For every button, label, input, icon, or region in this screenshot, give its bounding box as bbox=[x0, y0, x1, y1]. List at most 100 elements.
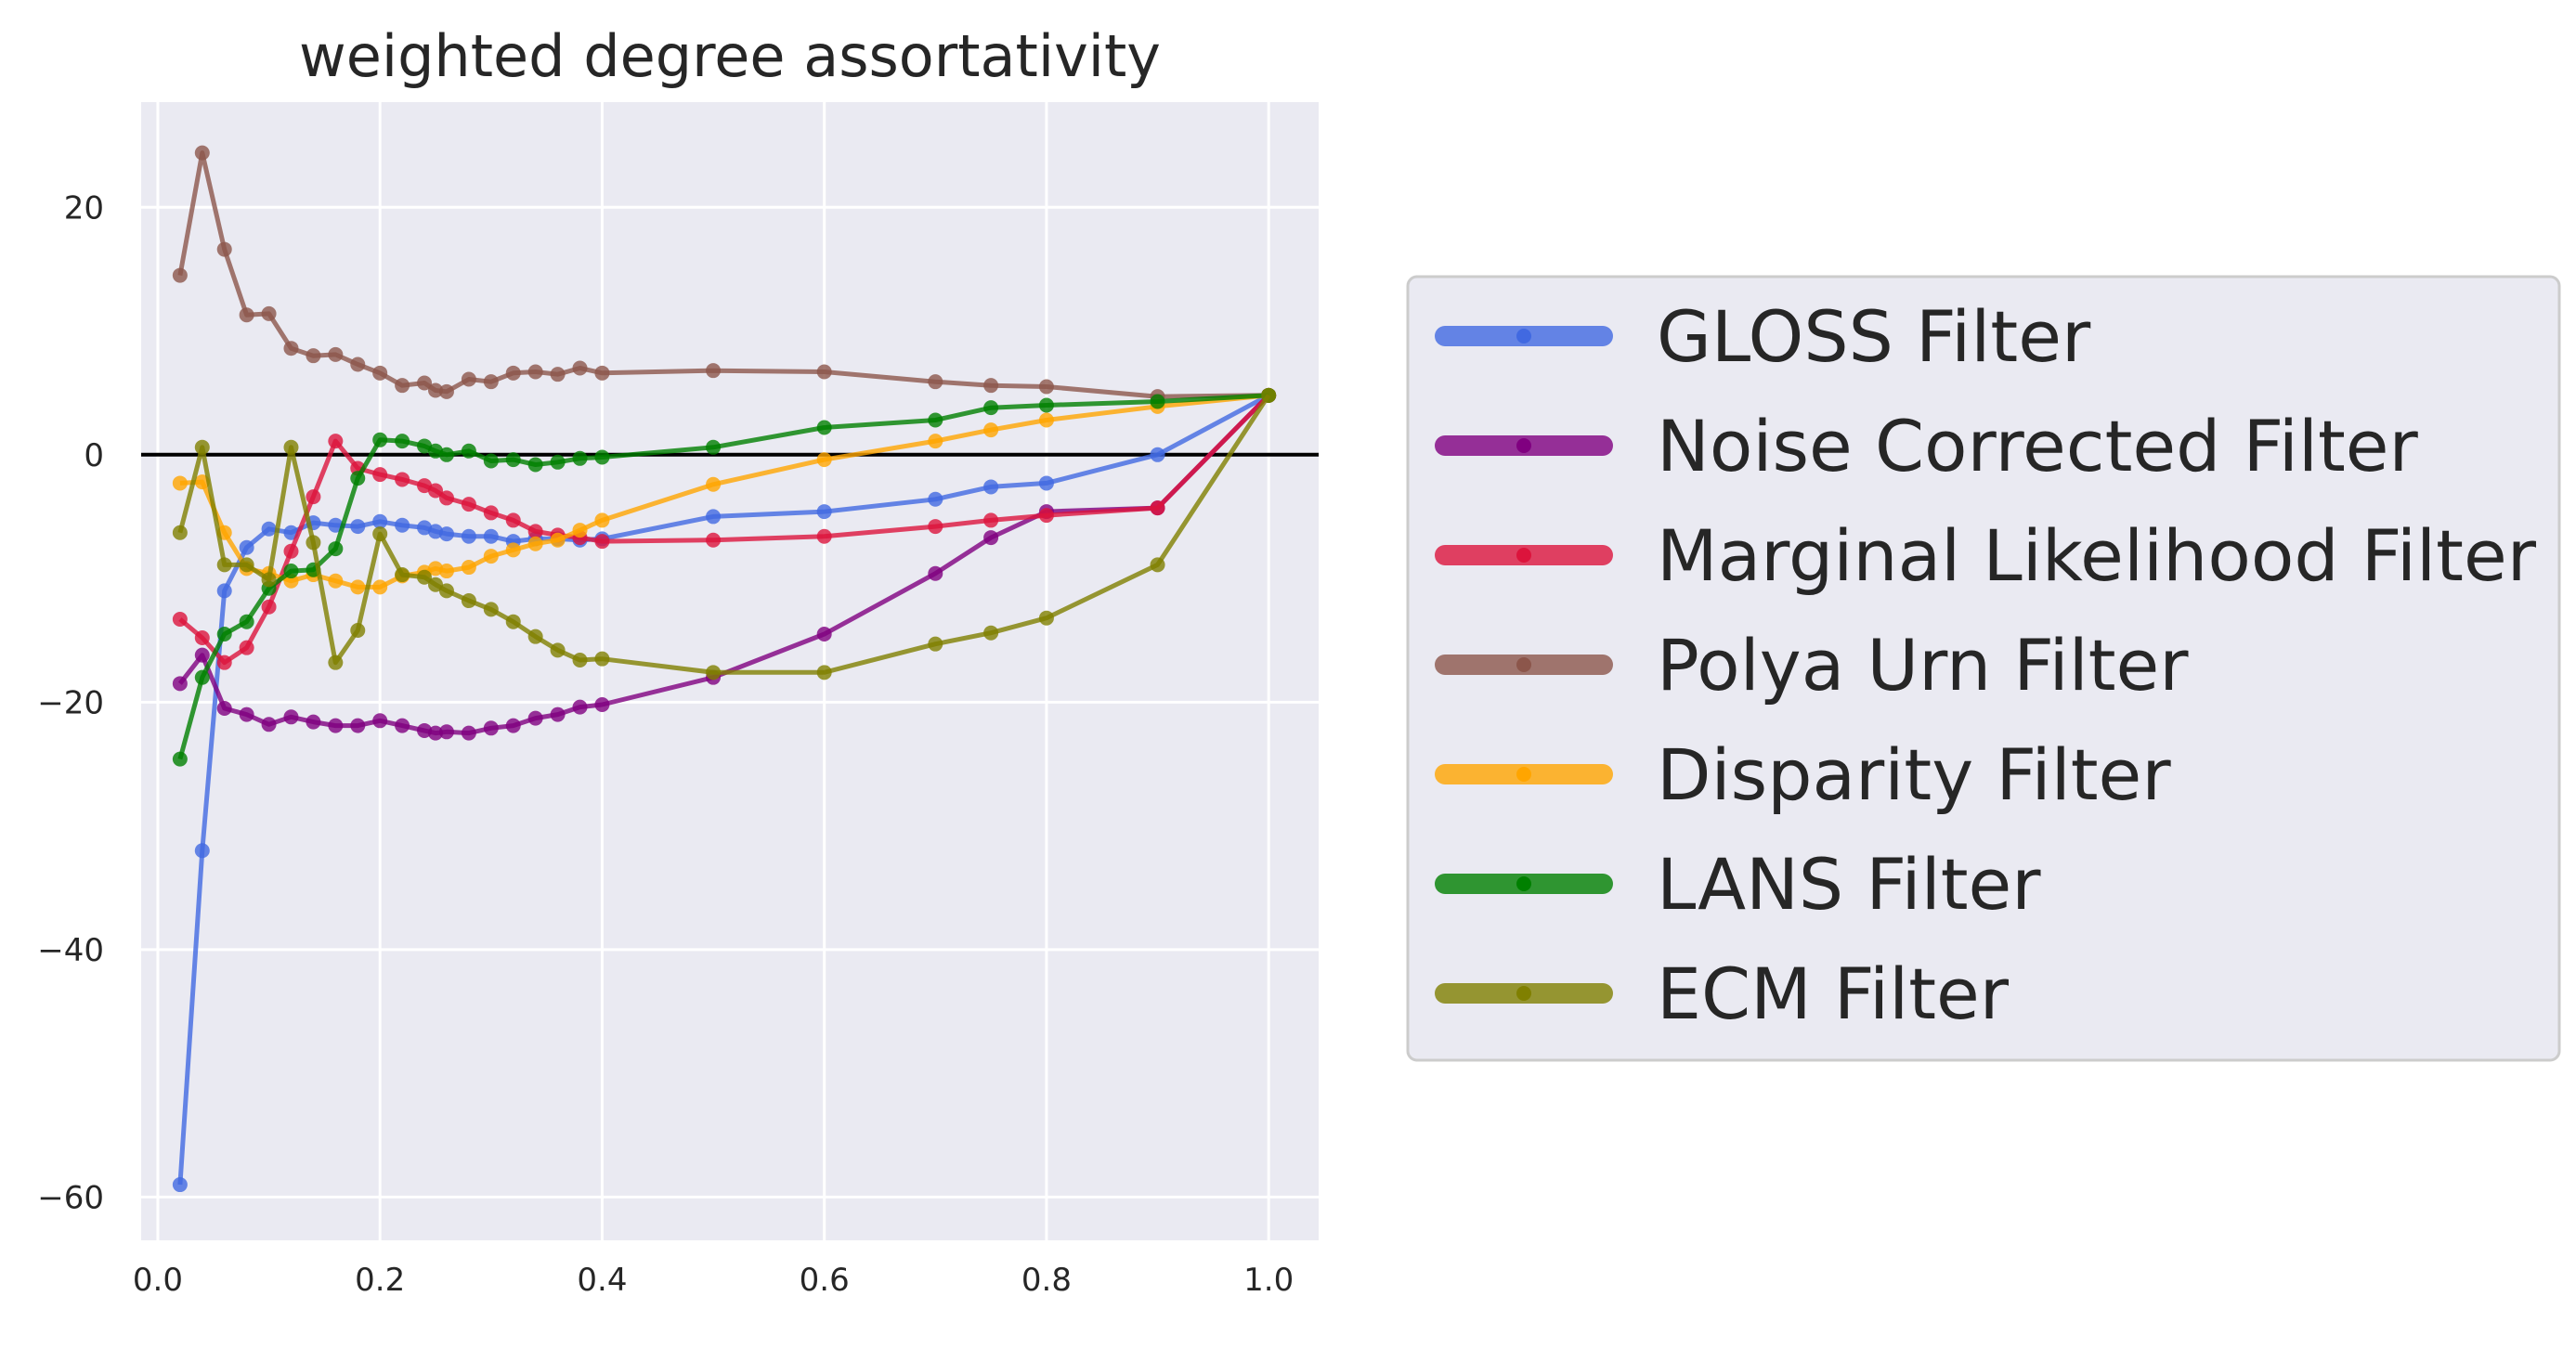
legend-label: ECM Filter bbox=[1657, 953, 2010, 1035]
data-point bbox=[550, 706, 566, 722]
data-point bbox=[438, 447, 454, 462]
data-point bbox=[417, 375, 433, 391]
legend-marker bbox=[1516, 876, 1531, 891]
legend-item: ECM Filter bbox=[1435, 953, 2010, 1035]
x-tick-label: 0.8 bbox=[1021, 1262, 1072, 1299]
data-point bbox=[239, 614, 254, 629]
data-point bbox=[428, 725, 443, 741]
data-point bbox=[983, 422, 999, 438]
data-point bbox=[372, 713, 388, 729]
data-point bbox=[983, 479, 999, 495]
data-point bbox=[461, 497, 476, 512]
data-point bbox=[438, 724, 454, 740]
data-point bbox=[261, 572, 277, 588]
data-point bbox=[527, 457, 543, 473]
legend-label: GLOSS Filter bbox=[1657, 295, 2091, 378]
data-point bbox=[550, 642, 566, 658]
data-point bbox=[550, 454, 566, 470]
data-point bbox=[505, 718, 521, 733]
data-point bbox=[216, 627, 232, 642]
legend-label: LANS Filter bbox=[1657, 843, 2041, 926]
data-point bbox=[216, 700, 232, 716]
data-point bbox=[428, 561, 443, 577]
series-1 bbox=[172, 387, 1277, 741]
legend: GLOSS Filter Noise Corrected Filter Margin… bbox=[1406, 275, 2561, 1062]
legend-box bbox=[1406, 275, 2561, 1062]
data-point bbox=[438, 564, 454, 579]
data-point bbox=[572, 653, 588, 668]
legend-item: Marginal Likelihood Filter bbox=[1435, 514, 2537, 597]
data-point bbox=[283, 564, 299, 579]
data-point bbox=[483, 549, 499, 564]
data-point bbox=[816, 665, 832, 680]
legend-label: Polya Urn Filter bbox=[1657, 624, 2189, 706]
data-point bbox=[816, 627, 832, 642]
data-point bbox=[428, 577, 443, 592]
data-point bbox=[172, 612, 188, 628]
series-line bbox=[177, 150, 1269, 399]
data-point bbox=[216, 655, 232, 670]
data-point bbox=[328, 718, 344, 733]
x-tick-label: 0.2 bbox=[355, 1262, 405, 1299]
data-point bbox=[306, 489, 321, 505]
data-point bbox=[350, 471, 366, 486]
data-point bbox=[350, 623, 366, 639]
data-point bbox=[428, 524, 443, 539]
data-point bbox=[328, 517, 344, 533]
data-point bbox=[417, 722, 433, 738]
x-tick-label: 0.6 bbox=[800, 1262, 850, 1299]
data-point bbox=[527, 536, 543, 551]
data-point bbox=[283, 543, 299, 559]
data-point bbox=[461, 593, 476, 609]
data-point bbox=[505, 452, 521, 468]
data-point bbox=[216, 557, 232, 573]
data-point bbox=[1261, 387, 1277, 403]
data-point bbox=[350, 579, 366, 595]
data-point bbox=[216, 241, 232, 257]
data-point bbox=[172, 267, 188, 283]
data-point bbox=[594, 696, 610, 712]
data-point bbox=[350, 356, 366, 372]
data-point bbox=[417, 478, 433, 494]
data-point bbox=[505, 542, 521, 558]
legend-item: Noise Corrected Filter bbox=[1435, 405, 2419, 487]
data-point bbox=[194, 439, 210, 455]
series-line bbox=[177, 393, 1269, 760]
data-point bbox=[372, 513, 388, 529]
data-point bbox=[505, 614, 521, 629]
data-point bbox=[172, 525, 188, 540]
data-point bbox=[438, 490, 454, 506]
data-point bbox=[1038, 379, 1054, 395]
x-tick-label: 0.0 bbox=[133, 1262, 183, 1299]
series-6 bbox=[172, 387, 1277, 680]
data-point bbox=[816, 420, 832, 435]
data-point bbox=[395, 472, 410, 487]
legend-label: Disparity Filter bbox=[1657, 733, 2171, 816]
grid-lines bbox=[141, 102, 1319, 1240]
data-point bbox=[1038, 475, 1054, 491]
data-point bbox=[283, 341, 299, 356]
data-point bbox=[1038, 610, 1054, 626]
data-point bbox=[483, 505, 499, 521]
legend-marker bbox=[1516, 329, 1531, 343]
data-point bbox=[417, 569, 433, 585]
data-point bbox=[816, 452, 832, 468]
data-point bbox=[1150, 500, 1165, 516]
data-point bbox=[395, 434, 410, 449]
data-point bbox=[461, 443, 476, 459]
y-tick-label: −20 bbox=[37, 684, 104, 721]
series-5 bbox=[172, 387, 1277, 767]
data-point bbox=[461, 528, 476, 544]
data-point bbox=[438, 383, 454, 399]
data-point bbox=[527, 629, 543, 644]
data-point bbox=[306, 535, 321, 551]
x-tick-label: 0.4 bbox=[577, 1262, 627, 1299]
data-point bbox=[572, 699, 588, 715]
data-point bbox=[395, 567, 410, 583]
data-point bbox=[239, 706, 254, 722]
legend-item: LANS Filter bbox=[1435, 843, 2041, 926]
data-point bbox=[428, 483, 443, 499]
data-point bbox=[706, 363, 722, 379]
data-point bbox=[572, 523, 588, 538]
